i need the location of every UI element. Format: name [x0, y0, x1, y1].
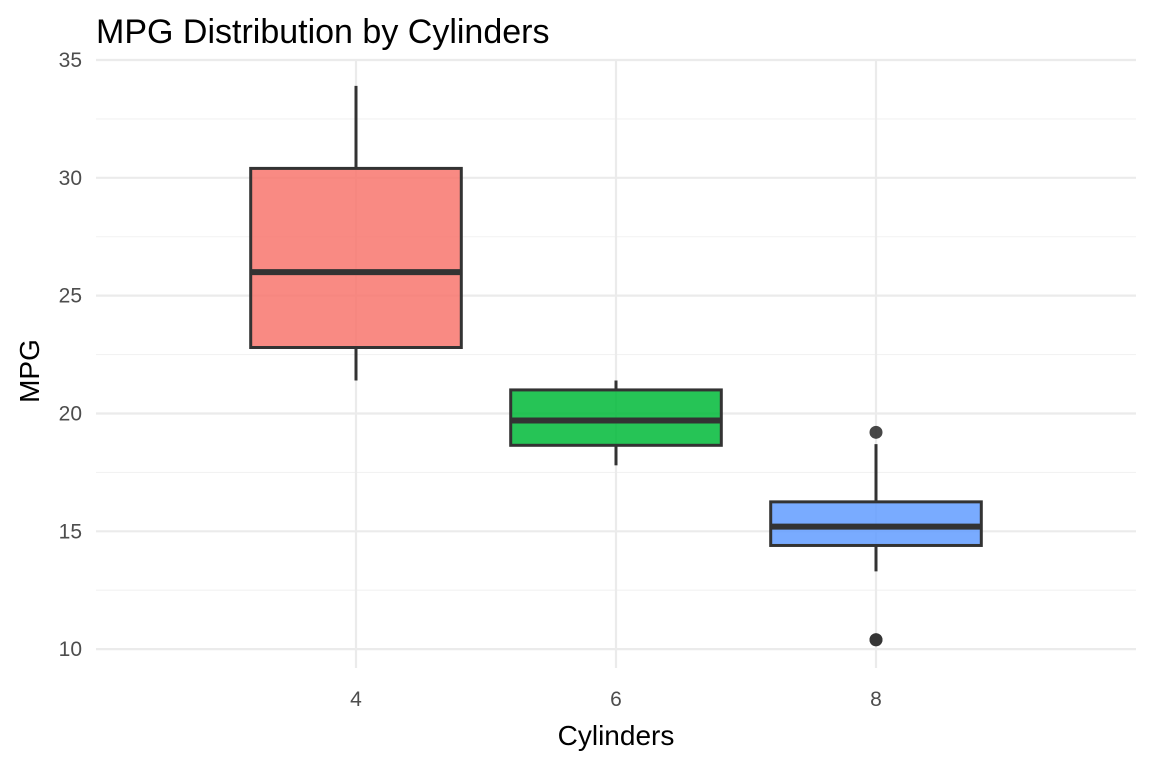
y-tick-label: 35 — [59, 49, 82, 72]
box-8 — [769, 425, 983, 647]
y-tick-label: 30 — [59, 167, 82, 190]
y-axis-title: MPG — [14, 339, 45, 403]
x-tick-label: 4 — [350, 688, 362, 711]
grid — [96, 58, 1136, 668]
box-body — [249, 166, 463, 350]
x-axis-title: Cylinders — [558, 720, 675, 751]
box-4 — [249, 85, 463, 381]
y-tick-label: 20 — [59, 402, 82, 425]
y-axis-ticks: 10 15 20 25 30 35 — [59, 49, 82, 661]
outlier-point — [869, 425, 883, 439]
box-6 — [509, 380, 723, 466]
y-tick-label: 10 — [59, 638, 82, 661]
chart-title: MPG Distribution by Cylinders — [96, 13, 549, 51]
y-tick-label: 15 — [59, 520, 82, 543]
y-tick-label: 25 — [59, 285, 82, 308]
outlier-point — [869, 633, 883, 647]
x-axis-ticks: 4 6 8 — [350, 688, 882, 711]
boxes — [249, 85, 983, 647]
x-tick-label: 8 — [870, 688, 882, 711]
x-tick-label: 6 — [610, 688, 622, 711]
